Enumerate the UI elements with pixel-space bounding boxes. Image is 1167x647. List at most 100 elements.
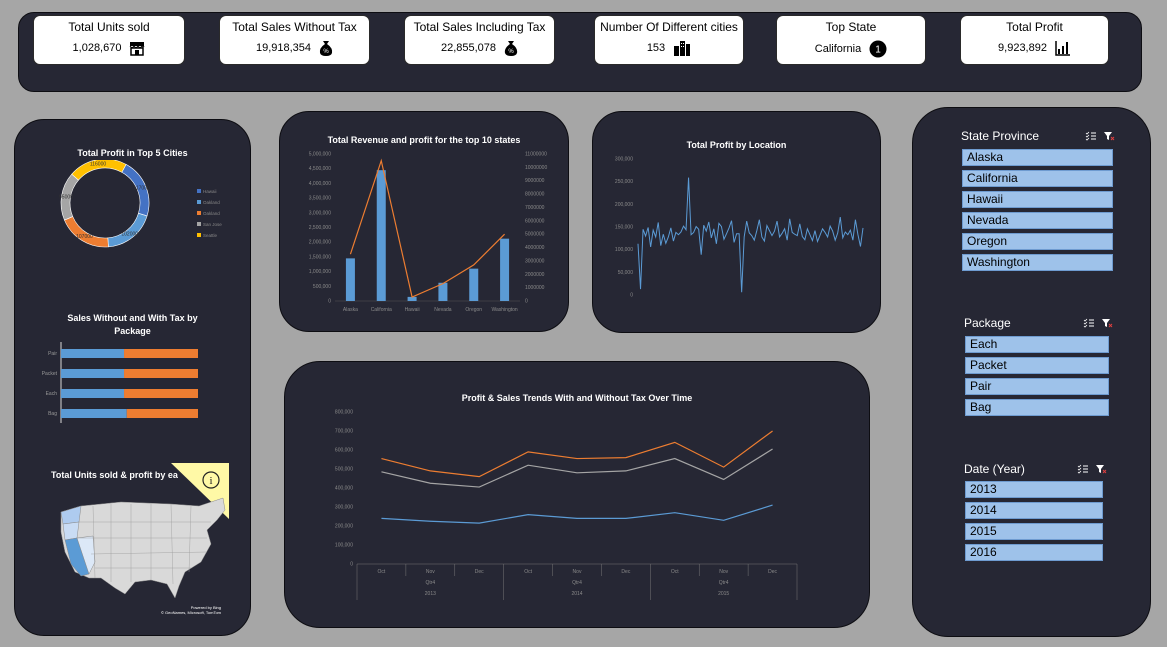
trends-chart: 0 100,000 200,000 300,000 400,000 500,000 600,… (335, 410, 798, 600)
y-tick-label: 1,500,000 (309, 254, 331, 260)
revenue-bar (407, 296, 417, 301)
tax-package-title-line1: Sales Without and With Tax by (67, 313, 198, 323)
kpi-total-units-sold: Total Units sold 1,028,670 (33, 15, 185, 65)
bar-without-tax (61, 349, 125, 358)
category-label: Bag (48, 411, 57, 417)
map-credit-geonames: © GeoNames, Microsoft, TomTom (161, 610, 221, 615)
y2-tick-label: 6000000 (525, 218, 545, 224)
slicer-item-hawaii[interactable]: Hawaii (962, 191, 1113, 208)
trend-line (381, 430, 773, 478)
donut-data-label: 95000 (59, 194, 73, 200)
slicer-item-alaska[interactable]: Alaska (962, 149, 1113, 166)
kpi-value: 9,923,892 (998, 42, 1047, 54)
kpi-label: Total Profit (1006, 20, 1063, 34)
y2-tick-label: 0 (525, 299, 528, 305)
y2-tick-label: 9000000 (525, 178, 545, 184)
year-slicer-toolbar (1077, 464, 1107, 474)
bar-chart-icon (1055, 41, 1070, 56)
y-tick-label: 100,000 (335, 543, 353, 549)
category-label: Pair (48, 351, 57, 357)
legend-swatch (197, 189, 201, 193)
slicer-item-packet[interactable]: Packet (965, 357, 1109, 374)
legend-swatch (197, 233, 201, 237)
kpi-value: California (814, 43, 862, 55)
us-map (60, 497, 226, 599)
bar-with-tax (124, 349, 198, 358)
donut-data-label: 117000 (133, 186, 150, 192)
slicer-item-2016[interactable]: 2016 (965, 544, 1103, 561)
month-label: Dec (621, 569, 630, 575)
clear-filter-icon[interactable] (1101, 318, 1113, 328)
donut-data-label: 102000 (121, 231, 138, 237)
slicer-item-2014[interactable]: 2014 (965, 502, 1103, 519)
trends-title: Profit & Sales Trends With and Without T… (461, 393, 693, 403)
slicer-item-oregon[interactable]: Oregon (962, 233, 1113, 250)
quarter-label: Qtr4 (719, 580, 729, 586)
y-tick-label: 150,000 (615, 225, 633, 231)
legend-label: Oakland (203, 211, 220, 216)
kpi-total-profit: Total Profit 9,923,892 (960, 15, 1109, 65)
clear-filter-icon[interactable] (1103, 131, 1115, 141)
month-label: Oct (671, 569, 679, 575)
multi-select-icon[interactable] (1077, 464, 1089, 474)
kpi-top-state: Top State California 1 (776, 15, 926, 65)
bar-without-tax (61, 369, 125, 378)
donut-data-label: 116000 (90, 162, 107, 168)
profit-location-line (637, 177, 864, 293)
slicer-item-bag[interactable]: Bag (965, 399, 1109, 416)
package-slicer-list: Each Packet Pair Bag (965, 336, 1109, 416)
y-tick-label: 3,000,000 (309, 210, 331, 216)
legend-label: Oakland (203, 200, 220, 205)
profit-location-panel: Total Profit by Location 0 50,000 100,000 1… (592, 111, 881, 333)
donut-slice (64, 216, 109, 248)
revenue-bar (376, 170, 386, 301)
x-tick-label: Nevada (434, 307, 451, 313)
slicer-item-each[interactable]: Each (965, 336, 1109, 353)
y-tick-label: 300,000 (615, 157, 633, 163)
slicer-item-2013[interactable]: 2013 (965, 481, 1103, 498)
multi-select-icon[interactable] (1085, 131, 1097, 141)
trends-panel: Profit & Sales Trends With and Without T… (284, 361, 870, 628)
y-tick-label: 100,000 (615, 247, 633, 253)
slicer-item-washington[interactable]: Washington (962, 254, 1113, 271)
map-title: Total Units sold & profit by ea (51, 470, 178, 480)
number-one-icon: 1 (869, 40, 887, 58)
multi-select-icon[interactable] (1083, 318, 1095, 328)
bar-with-tax (124, 389, 198, 398)
slicer-item-california[interactable]: California (962, 170, 1113, 187)
left-panel: Total Profit in Top 5 Cities 117000 10200… (14, 119, 251, 636)
x-tick-label: California (371, 307, 392, 313)
y-tick-label: 1,000,000 (309, 269, 331, 275)
kpi-total-sales-without-tax: Total Sales Without Tax 19,918,354 % (219, 15, 370, 65)
slicer-item-nevada[interactable]: Nevada (962, 212, 1113, 229)
donut-slice (107, 212, 148, 248)
y-tick-label: 500,000 (313, 284, 331, 290)
clear-filter-icon[interactable] (1095, 464, 1107, 474)
legend-label: San Jose (203, 222, 222, 227)
year-slicer-list: 2013 2014 2015 2016 (965, 481, 1103, 561)
category-label: Each (46, 391, 58, 397)
quarter-label: Qtr4 (425, 580, 435, 586)
bar-with-tax (126, 409, 198, 418)
legend-label: Hawaii (203, 189, 217, 194)
kpi-label: Top State (825, 20, 877, 34)
kpi-number-of-cities: Number Of Different cities 153 (594, 15, 744, 65)
y-tick-label: 400,000 (335, 486, 353, 492)
y-tick-label: 0 (630, 293, 633, 299)
y-tick-label: 50,000 (618, 270, 634, 276)
slicer-item-pair[interactable]: Pair (965, 378, 1109, 395)
y-tick-label: 500,000 (335, 467, 353, 473)
legend-swatch (197, 211, 201, 215)
x-tick-label: Oregon (465, 307, 482, 313)
year-label: 2014 (571, 591, 582, 597)
y-tick-label: 300,000 (335, 505, 353, 511)
quarter-label: Qtr4 (572, 580, 582, 586)
revenue-bar (500, 238, 510, 301)
map-credit-bing: Powered by Bing (190, 605, 221, 610)
state-slicer-list: Alaska California Hawaii Nevada Oregon W… (962, 149, 1113, 271)
month-label: Nov (573, 569, 582, 575)
state-slicer-title: State Province (961, 129, 1040, 143)
trend-line (381, 504, 773, 524)
profit-location-chart: 0 50,000 100,000 150,000 200,000 250,000 300,0… (615, 157, 864, 299)
slicer-item-2015[interactable]: 2015 (965, 523, 1103, 540)
